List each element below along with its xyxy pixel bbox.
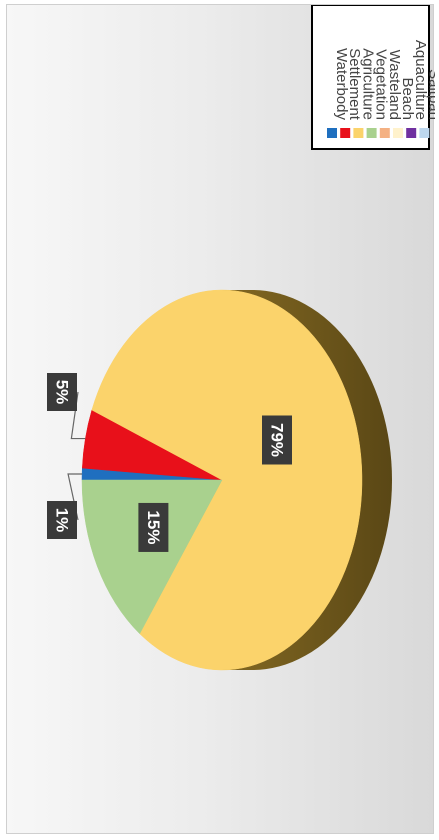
- data-label-box-settlement: [47, 373, 77, 411]
- legend-item-saltpan: Saltpan: [419, 69, 435, 138]
- data-label-agriculture: 79%: [262, 415, 292, 465]
- legend-swatch-saltpan: [419, 128, 430, 138]
- legend-item-agriculture: Agriculture: [353, 48, 376, 138]
- data-label-waterbody: 1%: [47, 501, 77, 539]
- legend-box: [311, 5, 430, 150]
- legend-label-beach: Beach: [399, 77, 416, 120]
- data-label-text-settlement: 5%: [53, 380, 72, 405]
- legend-label-saltpan: Saltpan: [425, 69, 435, 120]
- legend-item-wasteland: Wasteland: [379, 50, 403, 138]
- slice-agriculture: [91, 289, 363, 671]
- data-labels: 1% 5% 79% 15%: [47, 373, 292, 552]
- data-label-text-vegetation: 15%: [144, 510, 163, 544]
- legend-label-settlement: Settlement: [346, 48, 363, 121]
- legend-swatch-aquaculture: [406, 128, 417, 138]
- legend-label-vegetation: Vegetation: [373, 49, 390, 120]
- pie-chart: WaterbodySettlementAgricultureVegetation…: [47, 5, 435, 671]
- slice-vegetation: [81, 479, 223, 635]
- data-label-settlement: 5%: [47, 373, 77, 411]
- chart-area: Waterbody Settlement Agriculture Vegetation…: [6, 4, 435, 834]
- legend-label-aquaculture: Aquaculture: [412, 40, 429, 120]
- data-label-vegetation: 15%: [138, 502, 169, 552]
- legend-label-wasteland: Wasteland: [386, 50, 403, 120]
- data-label-text-agriculture: 79%: [268, 423, 287, 457]
- legend-label-waterbody: Waterbody: [333, 48, 350, 120]
- legend-item-waterbody: Waterbody: [327, 48, 350, 138]
- data-label-text-waterbody: 1%: [53, 508, 72, 533]
- data-label-box-vegetation: [138, 502, 169, 552]
- legend-label-agriculture: Agriculture: [359, 48, 376, 120]
- legend-swatch-waterbody: [327, 128, 337, 138]
- legend-swatch-settlement: [340, 128, 351, 138]
- data-label-box-waterbody: [47, 501, 77, 539]
- legend-item-vegetation: Vegetation: [366, 49, 390, 138]
- legend-swatch-beach: [393, 128, 403, 138]
- legend-item-settlement: Settlement: [340, 48, 363, 138]
- legend-swatch-agriculture: [353, 128, 364, 138]
- legend: WaterbodySettlementAgricultureVegetation…: [311, 5, 435, 150]
- legend-swatch-vegetation: [366, 128, 377, 138]
- legend-item-beach: Beach: [393, 77, 416, 138]
- legend-swatch-wasteland: [379, 128, 390, 138]
- data-label-box-agriculture: [262, 415, 292, 465]
- pie-slices: [81, 289, 363, 671]
- legend-item-aquaculture: Aquaculture: [406, 40, 429, 138]
